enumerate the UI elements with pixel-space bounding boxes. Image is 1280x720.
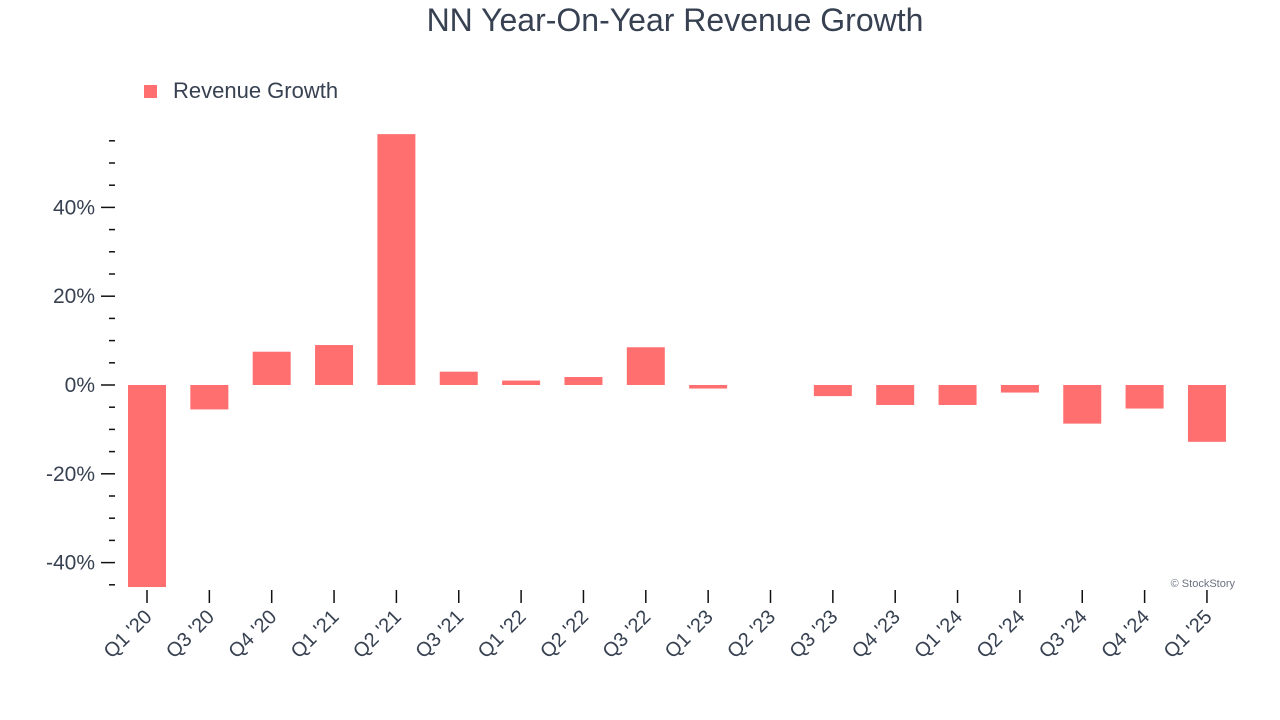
bar bbox=[1063, 385, 1102, 424]
bar bbox=[315, 345, 354, 385]
bar bbox=[1187, 385, 1226, 442]
bar bbox=[128, 385, 166, 588]
bar bbox=[876, 385, 915, 405]
y-tick-label: -40% bbox=[46, 552, 95, 575]
x-tick-label: Q3 '24 bbox=[1035, 606, 1092, 663]
bar bbox=[1000, 385, 1039, 393]
y-tick-label: 0% bbox=[65, 374, 95, 397]
x-tick-label: Q1 '22 bbox=[474, 606, 531, 663]
watermark-text: © StockStory bbox=[1170, 578, 1235, 590]
x-tick-label: Q1 '23 bbox=[661, 606, 718, 663]
x-tick-label: Q1 '20 bbox=[100, 606, 157, 663]
x-tick-label: Q2 '23 bbox=[723, 606, 780, 663]
bar bbox=[1125, 385, 1164, 409]
x-tick-label: Q3 '22 bbox=[599, 606, 656, 663]
bar bbox=[502, 380, 541, 385]
x-tick-label: Q3 '20 bbox=[162, 606, 219, 663]
bar bbox=[190, 385, 229, 410]
y-tick-label: -20% bbox=[46, 463, 95, 486]
x-tick-label: Q2 '24 bbox=[973, 606, 1030, 663]
bar bbox=[564, 377, 603, 385]
legend-swatch bbox=[144, 84, 157, 98]
x-tick-label: Q1 '24 bbox=[910, 606, 967, 663]
chart-title: NN Year-On-Year Revenue Growth bbox=[426, 2, 924, 38]
x-tick-label: Q3 '23 bbox=[786, 606, 843, 663]
x-tick-label: Q4 '20 bbox=[224, 606, 281, 663]
x-tick-label: Q2 '22 bbox=[536, 606, 593, 663]
bar bbox=[377, 134, 416, 385]
y-tick-label: 20% bbox=[53, 285, 95, 308]
bar bbox=[813, 385, 852, 397]
bar bbox=[252, 351, 291, 385]
y-tick-label: 40% bbox=[53, 196, 95, 219]
bar bbox=[439, 371, 478, 385]
x-tick-label: Q2 '21 bbox=[349, 606, 406, 663]
x-tick-label: Q1 '21 bbox=[287, 606, 344, 663]
bar bbox=[689, 385, 728, 389]
legend-label: Revenue Growth bbox=[173, 78, 339, 103]
x-tick-label: Q3 '21 bbox=[411, 606, 468, 663]
legend: Revenue Growth bbox=[144, 78, 338, 104]
x-tick-label: Q4 '24 bbox=[1097, 606, 1154, 663]
bar bbox=[626, 347, 665, 385]
x-tick-label: Q1 '25 bbox=[1160, 606, 1217, 663]
x-tick-label: Q4 '23 bbox=[848, 606, 905, 663]
bar bbox=[938, 385, 977, 405]
